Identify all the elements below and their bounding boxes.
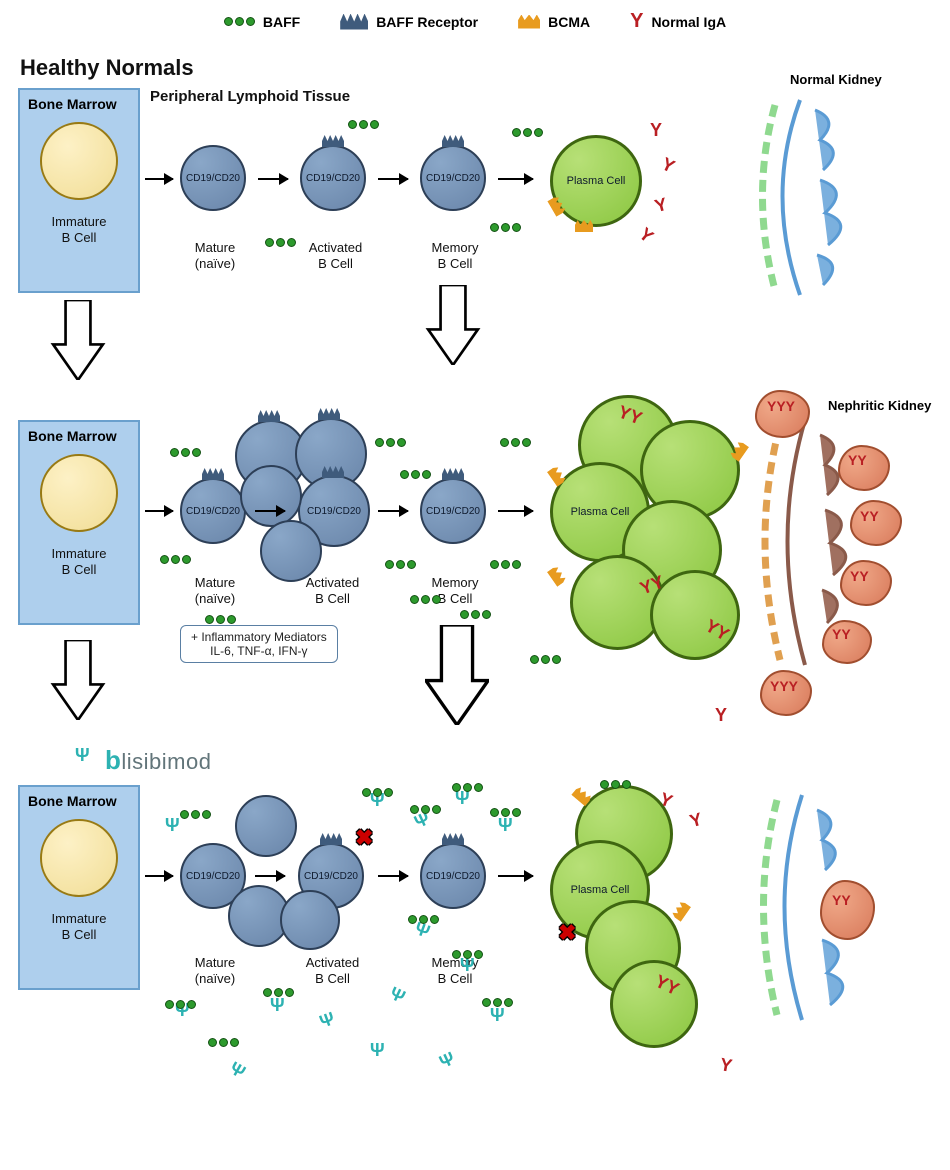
big-arrow-1-mid	[425, 285, 481, 365]
bone-marrow-title-3: Bone Marrow	[28, 793, 130, 809]
arrow-r1-1	[145, 178, 173, 180]
legend-receptor: BAFF Receptor	[340, 10, 478, 33]
mature-cell-2: CD19/CD20	[180, 478, 246, 544]
arrow-r1-2	[258, 178, 288, 180]
bcma-1a	[575, 220, 593, 232]
bone-marrow-title-2: Bone Marrow	[28, 428, 130, 444]
legend-baff: BAFF	[224, 10, 300, 33]
immature-label-1: Immature B Cell	[28, 214, 130, 245]
arrow-r1-3	[378, 178, 408, 180]
mature-label-2: Mature (naïve)	[180, 575, 250, 606]
memory-cell-2: CD19/CD20	[420, 478, 486, 544]
arrow-r3-1	[145, 875, 173, 877]
legend-receptor-label: BAFF Receptor	[376, 14, 478, 30]
peripheral-tissue-label: Peripheral Lymphoid Tissue	[150, 88, 350, 105]
legend-bcma-label: BCMA	[548, 14, 590, 30]
arrow-r3-3	[378, 875, 408, 877]
x-mark-1: ✖	[355, 825, 373, 851]
memory-cell-3: CD19/CD20	[420, 843, 486, 909]
blisibimod-brand: blisibimod	[105, 745, 211, 776]
immature-label-2: Immature B Cell	[28, 546, 130, 577]
inflammatory-mediators-box: + Inflammatory Mediators IL-6, TNF-α, IF…	[180, 625, 338, 663]
kidney-normal-label: Normal Kidney	[790, 72, 882, 87]
kidney-normal-svg	[745, 95, 945, 305]
mature-label-3: Mature (naïve)	[180, 955, 250, 986]
title-healthy-normals: Healthy Normals	[20, 55, 194, 81]
activated-label-3: Activated B Cell	[295, 955, 370, 986]
legend-iga: Y Normal IgA	[630, 10, 726, 33]
legend: BAFF BAFF Receptor BCMA Y Normal IgA	[0, 10, 950, 33]
receptor-crown-1a	[322, 135, 344, 147]
bone-marrow-box-2: Bone Marrow Immature B Cell	[18, 420, 140, 625]
arrow-r3-2	[255, 875, 285, 877]
legend-iga-label: Normal IgA	[651, 14, 726, 30]
arrow-r2-2	[255, 510, 285, 512]
mature-label-1: Mature (naïve)	[180, 240, 250, 271]
immature-label-3: Immature B Cell	[28, 911, 130, 942]
kidney-nephritic-label: Nephritic Kidney	[828, 398, 931, 413]
x-mark-2: ✖	[558, 920, 576, 946]
arrow-r1-4	[498, 178, 533, 180]
memory-label-1: Memory B Cell	[420, 240, 490, 271]
activated-label-2: Activated B Cell	[295, 575, 370, 606]
mature-cell-1: CD19/CD20	[180, 145, 246, 211]
legend-bcma: BCMA	[518, 10, 590, 33]
plasma-cell-1: Plasma Cell	[550, 135, 642, 227]
bone-marrow-title-1: Bone Marrow	[28, 96, 130, 112]
big-arrow-2-left	[50, 640, 106, 720]
legend-baff-label: BAFF	[263, 14, 300, 30]
arrow-r2-4	[498, 510, 533, 512]
activated-cell-1: CD19/CD20	[300, 145, 366, 211]
immature-cell-2	[40, 454, 118, 532]
arrow-r2-1	[145, 510, 173, 512]
arrow-r2-3	[378, 510, 408, 512]
bone-marrow-box-1: Bone Marrow Immature B Cell	[18, 88, 140, 293]
arrow-r3-4	[498, 875, 533, 877]
activated-label-1: Activated B Cell	[298, 240, 373, 271]
immature-cell-3	[40, 819, 118, 897]
immature-cell-1	[40, 122, 118, 200]
memory-label-3: Memory B Cell	[420, 955, 490, 986]
big-arrow-1-left	[50, 300, 106, 380]
memory-cell-1: CD19/CD20	[420, 145, 486, 211]
receptor-crown-1b	[442, 135, 464, 147]
big-arrow-2-mid	[425, 625, 489, 725]
bone-marrow-box-3: Bone Marrow Immature B Cell	[18, 785, 140, 990]
